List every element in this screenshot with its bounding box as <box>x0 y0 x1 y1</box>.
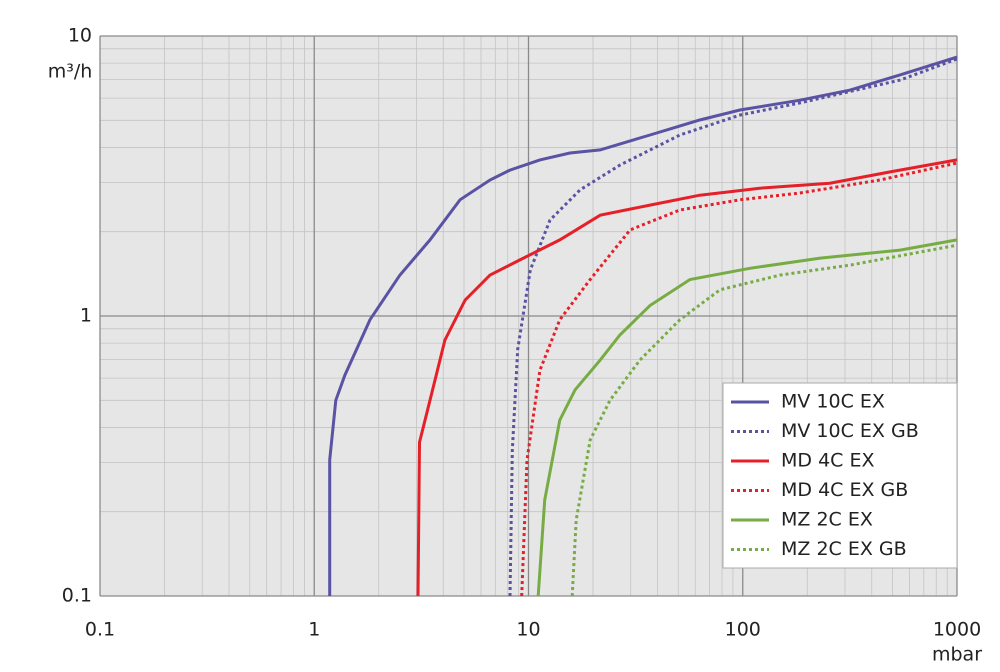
x-tick-label: 0.1 <box>85 619 115 641</box>
x-tick-label: 100 <box>725 619 761 641</box>
legend-label: MV 10C EX <box>781 391 885 413</box>
x-tick-label: 1 <box>308 619 320 641</box>
y-tick-label: 1 <box>80 305 92 327</box>
x-axis-label: mbar <box>932 644 982 666</box>
y-tick-label: 0.1 <box>62 585 92 607</box>
legend-label: MD 4C EX <box>781 450 874 472</box>
x-tick-label: 10 <box>516 619 540 641</box>
series-line <box>328 55 958 596</box>
legend-label: MV 10C EX GB <box>781 420 919 442</box>
series-line <box>536 238 958 597</box>
series-line <box>508 57 958 597</box>
series-line <box>570 243 958 597</box>
legend-box <box>722 382 958 569</box>
y-axis-label: m³/h <box>48 61 93 83</box>
x-tick-label: 1000 <box>933 619 981 641</box>
y-tick-label: 10 <box>68 25 92 47</box>
legend-label: MZ 2C EX GB <box>781 538 907 560</box>
legend-label: MD 4C EX GB <box>781 479 908 501</box>
series-line <box>416 158 958 597</box>
legend-label: MZ 2C EX <box>781 509 873 531</box>
